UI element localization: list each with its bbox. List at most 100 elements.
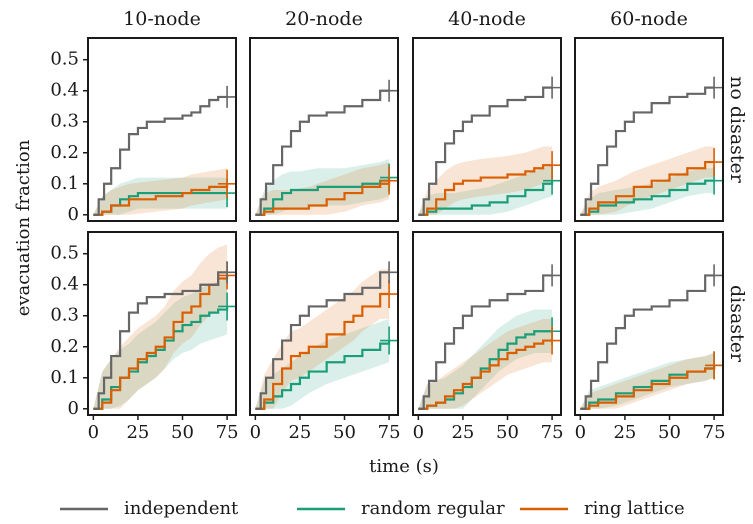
- x-tick-label: 0: [88, 422, 99, 443]
- band-ring-lattice: [255, 269, 390, 409]
- end-marker-ring-lattice: [380, 166, 399, 195]
- end-marker-ring-lattice: [218, 169, 237, 198]
- series-line-independent: [418, 86, 553, 216]
- y-tick-label: 0: [68, 398, 79, 419]
- end-marker-ring-lattice: [705, 351, 724, 380]
- y-tick-label: 0.2: [50, 336, 79, 357]
- x-tick-label: 25: [288, 422, 311, 443]
- column-title-20-node: 20-node: [285, 8, 363, 30]
- x-tick-label: 0: [250, 422, 261, 443]
- panel-no-disaster-20-node: [249, 37, 399, 222]
- band-random-regular: [255, 318, 390, 409]
- x-tick-label: 25: [126, 422, 149, 443]
- y-tick-label: 0.5: [50, 49, 79, 70]
- series-line-ring-lattice: [255, 180, 391, 216]
- x-tick-label: 50: [333, 422, 356, 443]
- end-marker-independent: [380, 261, 399, 284]
- end-marker-ring-lattice: [543, 151, 562, 180]
- panel-frame: [412, 231, 562, 416]
- series-line-independent: [93, 271, 228, 410]
- column-title-60-node: 60-node: [610, 8, 688, 30]
- x-tick-label: 50: [496, 422, 519, 443]
- x-tick-label: 50: [171, 422, 194, 443]
- series-line-independent: [255, 89, 390, 216]
- band-random-regular: [418, 309, 553, 409]
- panel-frame: [87, 37, 237, 222]
- band-random-regular: [580, 352, 715, 409]
- panel-frame: [574, 231, 724, 416]
- series-line-ring-lattice: [255, 292, 390, 410]
- end-marker-independent: [543, 264, 562, 287]
- series-line-random-regular: [580, 179, 715, 216]
- end-marker-ring-lattice: [380, 280, 399, 309]
- band-ring-lattice: [255, 162, 390, 215]
- panel-no-disaster-40-node: [412, 37, 562, 222]
- panel-frame: [249, 37, 399, 222]
- series-line-independent: [580, 274, 715, 410]
- x-tick-label: 75: [216, 422, 239, 443]
- series-line-ring-lattice: [93, 183, 229, 216]
- x-tick-label: 25: [451, 422, 474, 443]
- series-line-random-regular: [418, 180, 554, 216]
- x-tick-label: 75: [703, 422, 726, 443]
- x-axis-label: time (s): [369, 456, 439, 477]
- band-ring-lattice: [93, 168, 228, 215]
- end-marker-independent: [380, 79, 399, 102]
- row-label-disaster: disaster: [726, 285, 748, 363]
- panel-frame: [574, 37, 724, 222]
- column-title-40-node: 40-node: [448, 8, 526, 30]
- panel-disaster-10-node: 0 0.1 0.2 0.3 0.4 0.5 0 25 50 75: [50, 231, 239, 443]
- series-line-ring-lattice: [418, 164, 553, 216]
- series-line-independent: [93, 95, 228, 216]
- y-tick-label: 0.1: [50, 173, 79, 194]
- end-marker-independent: [218, 85, 237, 108]
- band-ring-lattice: [580, 352, 715, 409]
- band-ring-lattice: [580, 146, 715, 215]
- panel-no-disaster-10-node: 0 0.1 0.2 0.3 0.4 0.5: [50, 37, 237, 225]
- x-tick-label: 50: [658, 422, 681, 443]
- legend-label-ring-lattice: ring lattice: [584, 498, 685, 519]
- x-tick-label: 75: [378, 422, 401, 443]
- end-marker-independent: [705, 264, 724, 287]
- band-random-regular: [93, 278, 228, 409]
- y-tick-label: 0.1: [50, 367, 79, 388]
- panel-frame: [249, 231, 399, 416]
- panel-disaster-60-node: 0 25 50 75: [574, 231, 726, 443]
- column-title-10-node: 10-node: [123, 8, 201, 30]
- legend-label-random-regular: random regular: [361, 498, 505, 519]
- series-line-ring-lattice: [580, 365, 716, 410]
- row-label-no-disaster: no disaster: [726, 76, 748, 184]
- x-tick-label: 25: [613, 422, 636, 443]
- panel-no-disaster-60-node: [574, 37, 724, 222]
- end-marker-independent: [218, 261, 237, 284]
- band-random-regular: [418, 165, 553, 215]
- legend-label-independent: independent: [124, 498, 239, 519]
- y-tick-label: 0.3: [50, 111, 79, 132]
- end-marker-independent: [705, 76, 724, 99]
- series-line-independent: [580, 86, 715, 216]
- legend: independent random regular ring lattice: [60, 498, 685, 519]
- band-ring-lattice: [418, 318, 553, 409]
- y-tick-label: 0.5: [50, 243, 79, 264]
- end-marker-random-regular: [218, 292, 237, 321]
- end-marker-ring-lattice: [543, 326, 562, 355]
- x-tick-label: 75: [541, 422, 564, 443]
- y-tick-label: 0.3: [50, 305, 79, 326]
- panel-disaster-40-node: 0 25 50 75: [412, 231, 564, 443]
- series-line-ring-lattice: [93, 275, 229, 410]
- x-tick-label: 0: [575, 422, 586, 443]
- y-tick-label: 0.4: [50, 80, 79, 101]
- end-marker-independent: [543, 76, 562, 99]
- series-line-independent: [255, 271, 390, 410]
- panel-disaster-20-node: 0 25 50 75: [249, 231, 401, 443]
- panel-frame: [412, 37, 562, 222]
- band-ring-lattice: [418, 146, 553, 215]
- panel-frame: [87, 231, 237, 416]
- y-tick-label: 0: [68, 204, 79, 225]
- series-line-ring-lattice: [580, 160, 715, 216]
- series-line-independent: [418, 274, 553, 410]
- series-line-ring-lattice: [418, 339, 553, 410]
- y-axis-label: evacuation fraction: [13, 139, 34, 316]
- y-tick-label: 0.2: [50, 142, 79, 163]
